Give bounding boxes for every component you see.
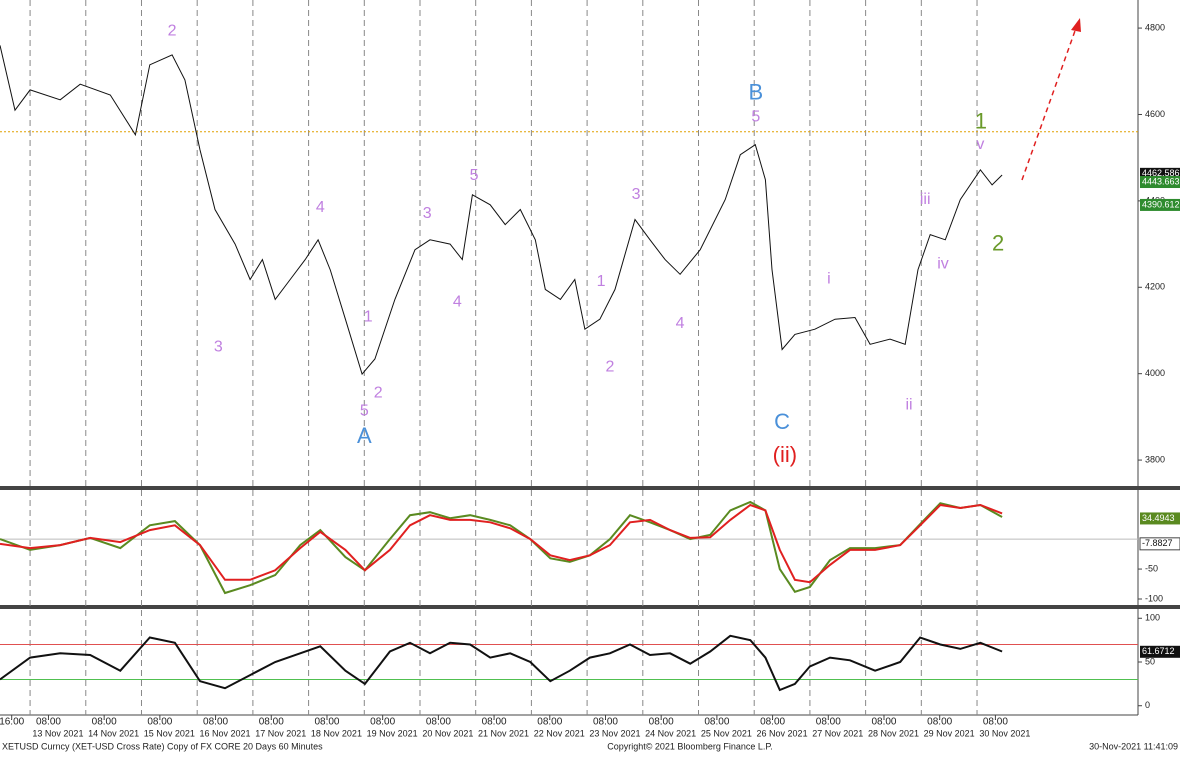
date-label: 19 Nov 2021 <box>367 728 418 738</box>
x-tick-label: 08:00 <box>704 717 729 728</box>
date-label: 29 Nov 2021 <box>924 728 975 738</box>
last-value-label: -7.8827 <box>1142 538 1173 548</box>
wave-label: 1 <box>975 109 987 134</box>
x-tick-label: 08:00 <box>259 717 284 728</box>
x-tick-label: 08:00 <box>92 717 117 728</box>
last-value-label: 34.4943 <box>1142 513 1175 523</box>
date-label: 16 Nov 2021 <box>200 728 251 738</box>
last-value-box <box>1140 512 1180 525</box>
footer-left: XETUSD Curncy (XET-USD Cross Rate) Copy … <box>2 741 323 751</box>
y-tick-label: 4000 <box>1145 368 1165 378</box>
last-value-label: 4443.663 <box>1142 176 1180 186</box>
wave-label: B <box>749 80 764 105</box>
wave-label: ii <box>906 396 913 413</box>
footer-center: Copyright© 2021 Bloomberg Finance L.P. <box>607 741 773 751</box>
last-value-label: 4390.612 <box>1142 199 1180 209</box>
date-label: 22 Nov 2021 <box>534 728 585 738</box>
date-label: 18 Nov 2021 <box>311 728 362 738</box>
date-label: 21 Nov 2021 <box>478 728 529 738</box>
last-value-box <box>1140 176 1180 189</box>
wave-label: C <box>774 409 790 434</box>
panel-separator <box>0 486 1180 490</box>
x-tick-label: 08:00 <box>147 717 172 728</box>
series-line <box>0 45 1003 376</box>
date-label: 27 Nov 2021 <box>812 728 863 738</box>
wave-label: 5 <box>470 167 479 184</box>
wave-label: 5 <box>751 108 760 125</box>
date-label: 20 Nov 2021 <box>422 728 473 738</box>
x-tick-label: 08:00 <box>370 717 395 728</box>
x-tick-label: 16:00 <box>0 717 25 728</box>
last-value-box <box>1140 198 1180 211</box>
date-label: 13 Nov 2021 <box>32 728 83 738</box>
x-tick-label: 08:00 <box>537 717 562 728</box>
wave-label: 3 <box>214 339 223 356</box>
x-tick-label: 08:00 <box>816 717 841 728</box>
wave-label: 2 <box>605 358 614 375</box>
wave-label: 1 <box>364 309 373 326</box>
last-value-box <box>1140 645 1180 658</box>
wave-label: 1 <box>597 273 606 290</box>
wave-label: 4 <box>676 315 685 332</box>
wave-label: i <box>827 271 831 288</box>
x-tick-label: 08:00 <box>426 717 451 728</box>
series-line <box>0 503 1003 584</box>
y-tick-label: 50 <box>1145 656 1155 666</box>
x-tick-label: 08:00 <box>36 717 61 728</box>
wave-label: (ii) <box>773 442 797 467</box>
wave-label: 4 <box>316 199 325 216</box>
series-line <box>0 500 1003 595</box>
wave-label: 2 <box>992 230 1004 255</box>
x-tick-label: 08:00 <box>482 717 507 728</box>
wave-label: A <box>357 423 372 448</box>
last-value-box <box>1139 537 1180 551</box>
x-tick-label: 08:00 <box>760 717 785 728</box>
last-value-label: 61.6712 <box>1142 646 1175 656</box>
x-tick-label: 08:00 <box>649 717 674 728</box>
wave-label: iii <box>920 191 931 208</box>
x-tick-label: 08:00 <box>203 717 228 728</box>
date-label: 25 Nov 2021 <box>701 728 752 738</box>
footer-right: 30-Nov-2021 11:41:09 <box>1089 741 1178 751</box>
wave-label: iv <box>937 256 949 273</box>
wave-label: 2 <box>374 384 383 401</box>
wave-label: 3 <box>423 205 432 222</box>
y-tick-label: 4200 <box>1145 282 1165 292</box>
wave-label: v <box>976 136 984 153</box>
x-tick-label: 08:00 <box>871 717 896 728</box>
x-tick-label: 08:00 <box>983 717 1008 728</box>
arrow-head <box>1071 18 1081 32</box>
date-label: 14 Nov 2021 <box>88 728 139 738</box>
y-tick-label: -50 <box>1145 563 1158 573</box>
date-label: 15 Nov 2021 <box>144 728 195 738</box>
wave-label: 4 <box>453 294 462 311</box>
panel-separator <box>0 605 1180 609</box>
y-tick-label: 100 <box>1145 613 1160 623</box>
x-tick-label: 08:00 <box>927 717 952 728</box>
y-tick-label: 4800 <box>1145 22 1165 32</box>
last-value-label: 4462.586 <box>1142 168 1180 178</box>
series-line <box>0 634 1003 692</box>
date-label: 23 Nov 2021 <box>589 728 640 738</box>
date-label: 24 Nov 2021 <box>645 728 696 738</box>
y-tick-label: 4600 <box>1145 109 1165 119</box>
x-tick-label: 08:00 <box>314 717 339 728</box>
wave-label: 2 <box>168 22 177 39</box>
date-label: 26 Nov 2021 <box>757 728 808 738</box>
y-tick-label: -100 <box>1145 593 1163 603</box>
date-label: 17 Nov 2021 <box>255 728 306 738</box>
date-label: 28 Nov 2021 <box>868 728 919 738</box>
wave-label: 3 <box>632 186 641 203</box>
y-tick-label: 0 <box>1145 700 1150 710</box>
x-tick-label: 08:00 <box>593 717 618 728</box>
date-label: 30 Nov 2021 <box>979 728 1030 738</box>
y-tick-label: 3800 <box>1145 454 1165 464</box>
wave-label: 5 <box>360 402 369 419</box>
